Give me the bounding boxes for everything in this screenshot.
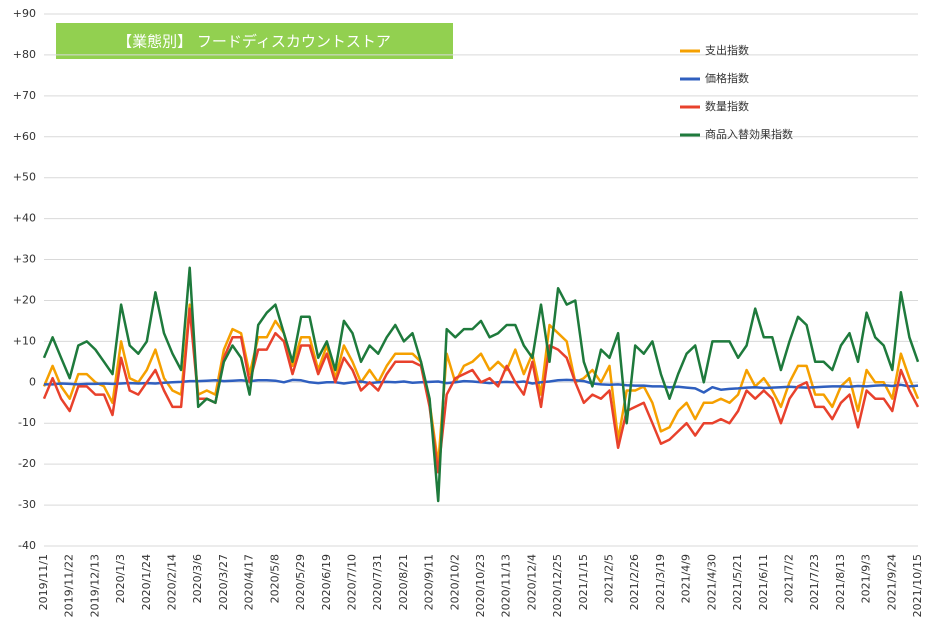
- x-tick-label: 2021/6/11: [757, 554, 770, 610]
- x-tick-label: 2021/7/2: [782, 554, 795, 603]
- series-line: [42, 307, 920, 474]
- x-tick-label: 2020/5/29: [294, 554, 307, 610]
- x-tick-label: 2020/10/23: [474, 554, 487, 617]
- legend-label: 価格指数: [705, 71, 749, 85]
- x-tick-label: 2021/4/9: [680, 554, 693, 603]
- y-tick-label: -40: [18, 539, 36, 552]
- x-tick-label: 2020/1/3: [114, 554, 127, 603]
- x-tick-label: 2021/3/19: [654, 554, 667, 610]
- x-tick-label: 2020/7/31: [371, 554, 384, 610]
- x-tick-label: 2020/1/24: [140, 554, 153, 610]
- x-tick-label: 2019/12/13: [88, 554, 101, 617]
- x-tick-label: 2021/8/13: [834, 554, 847, 610]
- y-tick-label: -30: [18, 498, 36, 511]
- x-tick-label: 2020/3/6: [191, 554, 204, 603]
- y-tick-label: +20: [13, 293, 36, 306]
- x-tick-label: 2020/6/19: [320, 554, 333, 610]
- x-tick-label: 2021/1/15: [577, 554, 590, 610]
- x-tick-label: 2021/2/26: [628, 554, 641, 610]
- y-tick-label: 0: [29, 375, 36, 388]
- y-tick-label: -10: [18, 416, 36, 429]
- x-tick-label: 2021/9/3: [860, 554, 873, 603]
- x-tick-label: 2021/10/15: [911, 554, 924, 617]
- legend-label: 支出指数: [705, 43, 749, 57]
- x-tick-label: 2020/11/13: [500, 554, 513, 617]
- title-box: [56, 23, 453, 59]
- x-tick-label: 2020/8/21: [397, 554, 410, 610]
- x-tick-label: 2020/12/25: [551, 554, 564, 617]
- x-tick-label: 2020/10/2: [448, 554, 461, 610]
- y-tick-label: -20: [18, 457, 36, 470]
- x-tick-label: 2019/11/22: [63, 554, 76, 617]
- legend-label: 数量指数: [705, 99, 749, 113]
- x-tick-label: 2021/5/21: [731, 554, 744, 610]
- y-tick-label: +70: [13, 89, 36, 102]
- y-tick-label: +80: [13, 48, 36, 61]
- series-line: [42, 303, 920, 466]
- y-tick-label: +90: [13, 7, 36, 20]
- x-tick-label: 2020/7/10: [345, 554, 358, 610]
- x-tick-label: 2020/12/4: [525, 554, 538, 610]
- y-tick-label: +60: [13, 130, 36, 143]
- chart-title: 【業態別】 フードディスカウントストア: [117, 33, 391, 51]
- x-tick-label: 2021/9/24: [885, 554, 898, 610]
- y-tick-label: +10: [13, 334, 36, 347]
- x-tick-label: 2021/2/5: [603, 554, 616, 603]
- x-tick-label: 2020/5/8: [268, 554, 281, 603]
- x-tick-label: 2021/4/30: [705, 554, 718, 610]
- x-tick-label: 2020/9/11: [423, 554, 436, 610]
- legend-label: 商品入替効果指数: [705, 127, 793, 141]
- x-tick-label: 2020/3/27: [217, 554, 230, 610]
- y-tick-label: +40: [13, 212, 36, 225]
- x-tick-label: 2020/4/17: [243, 554, 256, 610]
- x-tick-label: 2021/7/23: [808, 554, 821, 610]
- series-line: [42, 266, 920, 503]
- y-tick-label: +50: [13, 171, 36, 184]
- y-tick-label: +30: [13, 253, 36, 266]
- x-tick-label: 2019/11/1: [37, 554, 50, 610]
- x-tick-label: 2020/2/14: [166, 554, 179, 610]
